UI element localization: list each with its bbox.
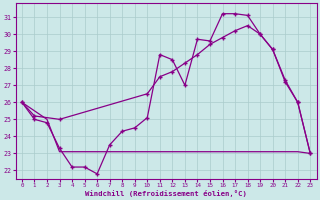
X-axis label: Windchill (Refroidissement éolien,°C): Windchill (Refroidissement éolien,°C) — [85, 190, 247, 197]
